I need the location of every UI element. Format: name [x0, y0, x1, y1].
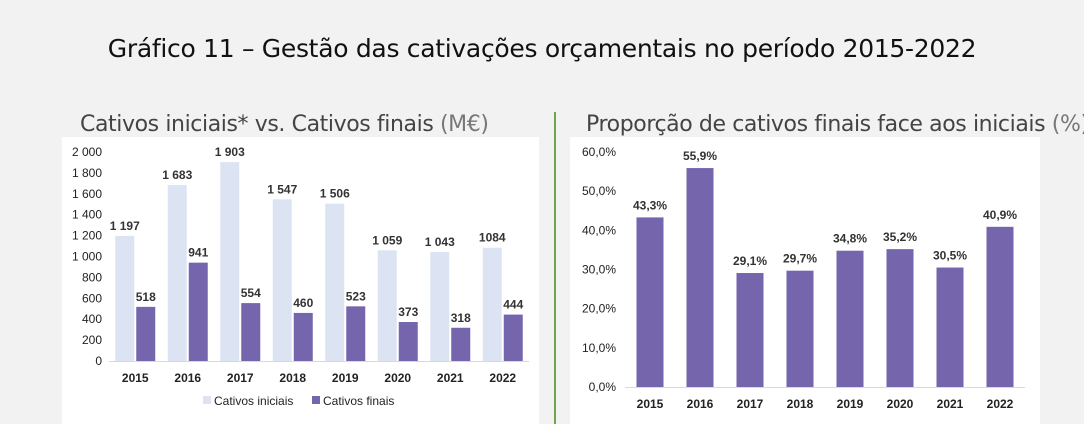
bar-cativos-iniciais [167, 185, 187, 361]
data-label-iniciais: 1 059 [372, 233, 402, 247]
legend-swatch-iniciais [203, 396, 211, 404]
data-label-iniciais: 1 683 [162, 168, 192, 182]
left-chart-unit: (M€) [439, 112, 489, 137]
data-label-proporcao: 43,3% [633, 198, 667, 212]
x-tick-label: 2015 [122, 371, 149, 385]
right-chart-title: Proporção de cativos finais face aos ini… [586, 112, 1084, 137]
right-chart-title-text: Proporção de cativos finais face aos ini… [586, 112, 1046, 137]
legend-label-iniciais: Cativos iniciais [214, 394, 293, 408]
proporcao-chart: 0,0% 10,0% 20,0% 30,0% 40,0% 50,0% 60,0% 43,3% 2… [582, 145, 1025, 411]
data-label-finais: 373 [398, 305, 418, 319]
data-label-proporcao: 29,7% [783, 252, 817, 266]
x-tick-label: 2018 [787, 397, 814, 411]
bar-cativos-finais [293, 312, 313, 361]
data-label-finais: 554 [241, 286, 261, 300]
left-chart-title: Cativos iniciais* vs. Cativos finais (M€… [80, 112, 489, 137]
y-tick-label: 200 [82, 333, 102, 347]
x-tick-label: 2019 [837, 397, 864, 411]
bar-cativos-iniciais [430, 252, 450, 361]
data-label-iniciais: 1 547 [267, 182, 297, 196]
y-tick-label: 600 [82, 291, 102, 305]
bar-proporcao [886, 249, 914, 387]
x-tick-label: 2017 [737, 397, 764, 411]
data-label-proporcao: 29,1% [733, 254, 767, 268]
data-label-finais: 518 [136, 290, 156, 304]
x-tick-label: 2020 [887, 397, 914, 411]
bar-proporcao [786, 270, 814, 387]
data-label-proporcao: 34,8% [833, 232, 867, 246]
x-tick-label: 2021 [937, 397, 964, 411]
x-tick-label: 2017 [227, 371, 254, 385]
data-label-iniciais: 1 506 [320, 187, 350, 201]
bar-proporcao [736, 273, 764, 387]
bar-cativos-iniciais [325, 203, 345, 361]
bar-cativos-finais [398, 322, 418, 361]
bar-cativos-iniciais [272, 199, 292, 361]
y-tick-label: 400 [82, 312, 102, 326]
data-label-iniciais: 1 903 [215, 145, 245, 159]
bar-proporcao [686, 168, 714, 387]
data-label-iniciais: 1 197 [110, 219, 140, 233]
cativos-chart-panel: 0 200 400 600 800 1 000 1 200 1 400 1 600 1 800 2 … [62, 137, 539, 424]
bar-cativos-finais [188, 262, 208, 361]
bar-cativos-finais [241, 303, 261, 361]
bar-proporcao [936, 267, 964, 387]
proporcao-chart-panel: 0,0% 10,0% 20,0% 30,0% 40,0% 50,0% 60,0% 43,3% 2… [570, 137, 1040, 424]
x-tick-label: 2020 [384, 371, 411, 385]
left-chart-title-text: Cativos iniciais* vs. Cativos finais [80, 112, 434, 137]
y-tick-label: 1 400 [72, 208, 102, 222]
x-tick-label: 2019 [332, 371, 359, 385]
y-tick-label: 40,0% [582, 223, 616, 237]
data-label-proporcao: 30,5% [933, 249, 967, 263]
data-label-proporcao: 40,9% [983, 208, 1017, 222]
bar-cativos-iniciais [377, 250, 397, 361]
x-tick-label: 2016 [687, 397, 714, 411]
y-tick-label: 60,0% [582, 145, 616, 159]
panel-divider [554, 112, 556, 424]
y-tick-label: 800 [82, 270, 102, 284]
x-tick-label: 2015 [637, 397, 664, 411]
y-tick-label: 1 800 [72, 166, 102, 180]
x-tick-label: 2022 [987, 397, 1014, 411]
data-label-proporcao: 35,2% [883, 230, 917, 244]
y-tick-label: 50,0% [582, 184, 616, 198]
y-tick-label: 2 000 [72, 145, 102, 159]
bar-cativos-finais [346, 306, 366, 361]
x-tick-label: 2016 [174, 371, 201, 385]
data-label-finais: 444 [503, 298, 523, 312]
x-tick-label: 2021 [437, 371, 464, 385]
y-tick-label: 0 [95, 354, 102, 368]
bar-cativos-iniciais [482, 247, 502, 361]
x-tick-label: 2022 [489, 371, 516, 385]
bar-proporcao [986, 226, 1014, 387]
data-label-iniciais: 1 043 [425, 235, 455, 249]
legend-swatch-finais [312, 396, 320, 404]
y-tick-label: 1 200 [72, 229, 102, 243]
bar-cativos-iniciais [220, 162, 240, 361]
data-label-finais: 523 [346, 289, 366, 303]
bar-cativos-finais [451, 327, 471, 361]
y-tick-label: 10,0% [582, 341, 616, 355]
legend-label-finais: Cativos finais [323, 394, 394, 408]
y-tick-label: 20,0% [582, 302, 616, 316]
data-label-iniciais: 1084 [479, 231, 506, 245]
bar-cativos-finais [503, 314, 523, 361]
data-label-proporcao: 55,9% [683, 149, 717, 163]
page-title: Gráfico 11 – Gestão das cativações orçam… [107, 34, 977, 63]
bar-proporcao [636, 217, 664, 387]
y-tick-label: 0,0% [589, 380, 617, 394]
y-tick-label: 1 000 [72, 250, 102, 264]
bar-proporcao [836, 250, 864, 387]
data-label-finais: 318 [451, 311, 471, 325]
data-label-finais: 460 [293, 296, 313, 310]
bar-cativos-finais [136, 306, 156, 361]
data-label-finais: 941 [188, 246, 208, 260]
cativos-chart: 0 200 400 600 800 1 000 1 200 1 400 1 600 1 800 2 … [72, 145, 529, 408]
x-tick-label: 2018 [279, 371, 306, 385]
bar-cativos-iniciais [115, 235, 135, 361]
y-tick-label: 30,0% [582, 263, 616, 277]
y-tick-label: 1 600 [72, 187, 102, 201]
right-chart-unit: (%) [1051, 112, 1084, 137]
